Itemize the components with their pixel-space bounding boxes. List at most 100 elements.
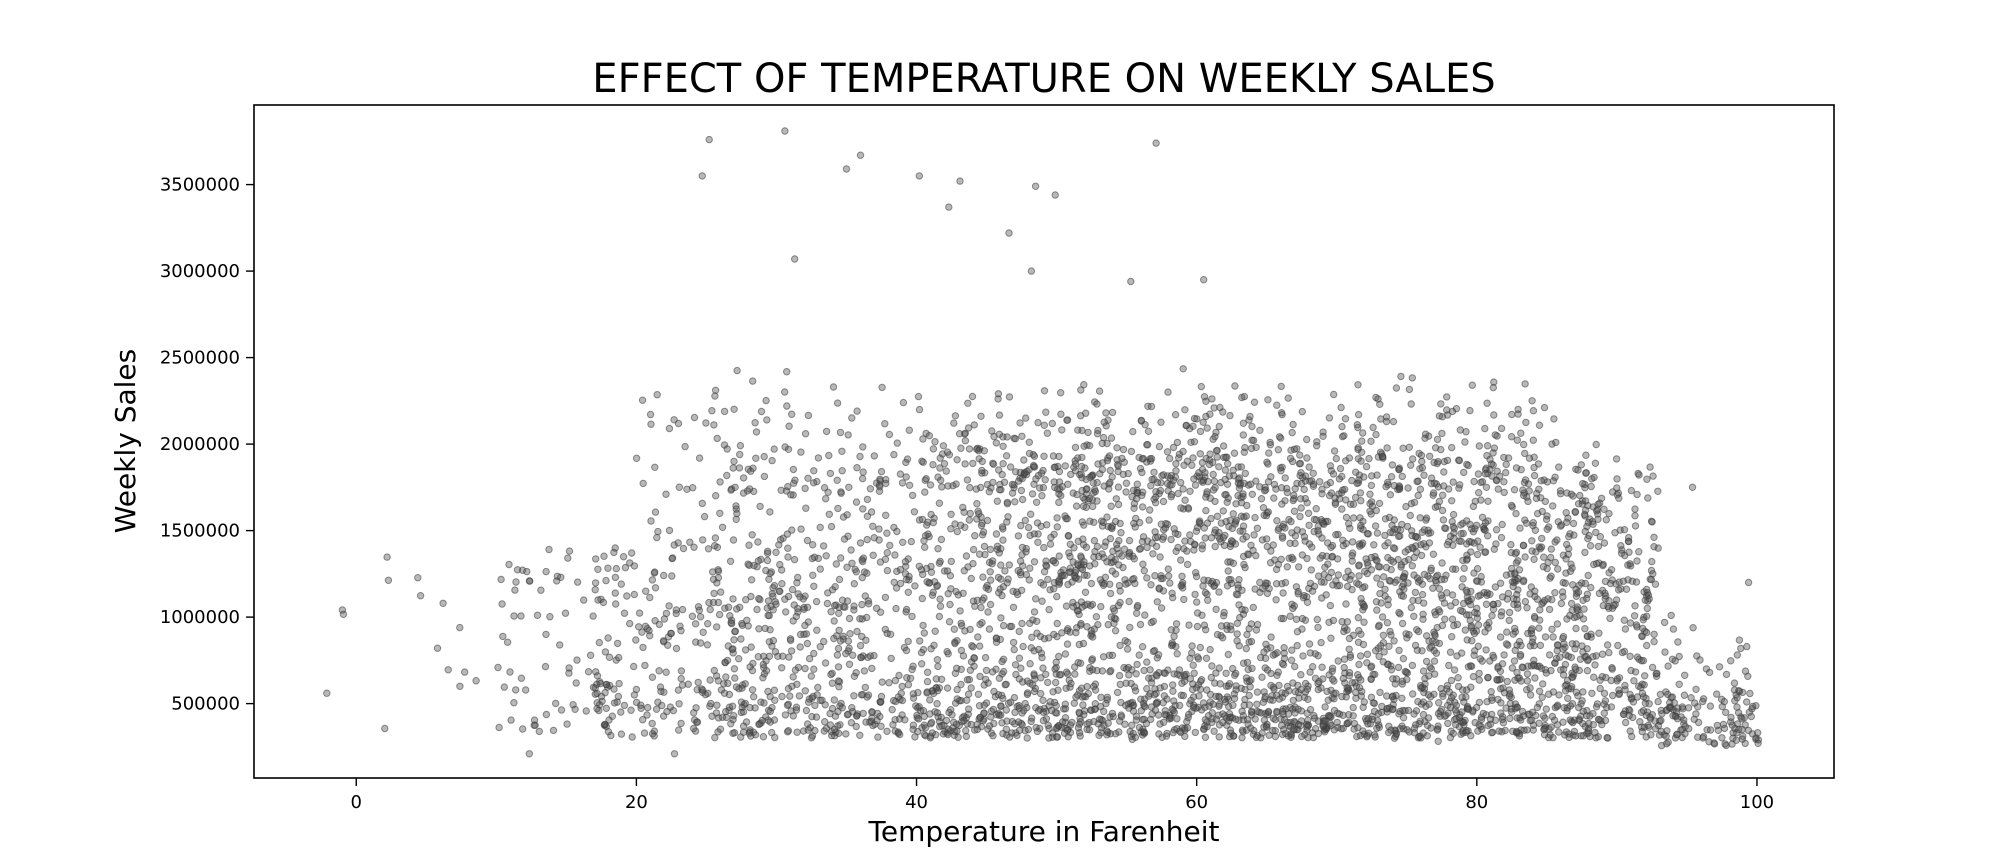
scatter-point [1581, 625, 1589, 633]
scatter-point [513, 566, 522, 574]
scatter-point [1749, 702, 1757, 711]
scatter-point [1395, 608, 1403, 617]
scatter-point [1245, 624, 1253, 633]
scatter-point [1459, 529, 1468, 538]
scatter-point [1474, 470, 1483, 478]
scatter-point [1502, 468, 1510, 477]
scatter-point [1354, 614, 1363, 622]
scatter-point [1215, 422, 1223, 431]
scatter-point [925, 432, 934, 440]
scatter-point [1429, 550, 1438, 558]
scatter-point [768, 703, 776, 712]
scatter-point [1356, 514, 1364, 522]
scatter-point [1020, 456, 1028, 464]
scatter-point [1040, 452, 1048, 460]
scatter-point [834, 504, 842, 513]
scatter-point [1600, 709, 1609, 717]
scatter-point [1039, 664, 1047, 672]
scatter-point [1599, 561, 1607, 570]
scatter-point-outlier [1027, 267, 1036, 275]
scatter-point [1307, 566, 1316, 574]
scatter-point [1743, 698, 1751, 706]
scatter-point [947, 557, 955, 566]
scatter-point [1352, 468, 1360, 476]
scatter-point [860, 667, 869, 675]
scatter-point [1192, 684, 1201, 692]
scatter-point [600, 552, 608, 560]
scatter-point [771, 696, 779, 704]
scatter-point [1578, 642, 1586, 650]
scatter-point [1384, 601, 1392, 609]
scatter-point [1153, 699, 1161, 708]
scatter-point [1486, 465, 1494, 474]
scatter-point [1364, 561, 1372, 569]
scatter-point [803, 720, 812, 728]
scatter-point [1033, 727, 1042, 736]
scatter-point [1189, 454, 1197, 462]
scatter-point [1078, 453, 1086, 462]
scatter-point [1154, 651, 1163, 659]
scatter-point [1602, 516, 1611, 524]
scatter-point [1507, 570, 1515, 578]
scatter-point [541, 662, 550, 671]
scatter-point [1447, 676, 1456, 685]
scatter-point [1461, 716, 1469, 725]
scatter-point [708, 407, 716, 415]
scatter-point [1047, 706, 1056, 715]
scatter-point [632, 698, 641, 707]
scatter-point [1474, 621, 1483, 629]
scatter-point [1077, 718, 1085, 726]
scatter-point [1648, 557, 1656, 566]
scatter-point [1009, 603, 1018, 611]
scatter-point [1253, 688, 1262, 696]
scatter-point [926, 481, 935, 489]
scatter-point [1027, 717, 1035, 726]
scatter-point [1459, 575, 1467, 583]
scatter-point [996, 585, 1004, 593]
scatter-point [1029, 450, 1038, 459]
scatter-point [781, 711, 790, 719]
scatter-point [1630, 677, 1638, 685]
scatter-point [982, 584, 990, 592]
scatter-point [730, 712, 738, 720]
scatter-point [1087, 626, 1095, 635]
scatter-point [1370, 541, 1378, 549]
scatter-point [1132, 716, 1141, 724]
scatter-point [1115, 671, 1124, 680]
scatter-point [1047, 533, 1055, 542]
scatter-point [1168, 705, 1176, 713]
scatter-point [788, 585, 797, 594]
scatter-point [1435, 412, 1444, 420]
scatter-point [883, 727, 891, 735]
scatter-point [1407, 400, 1415, 408]
scatter-point [1107, 523, 1115, 532]
scatter-point [1258, 673, 1266, 681]
scatter-point [709, 575, 718, 584]
scatter-point [990, 687, 998, 696]
scatter-point [668, 554, 676, 563]
scatter-point [1181, 537, 1189, 545]
scatter-point [498, 600, 506, 608]
scatter-point [1615, 686, 1623, 694]
scatter-point [962, 727, 970, 735]
scatter-point [1525, 454, 1534, 462]
scatter-point [722, 713, 731, 722]
scatter-point [763, 556, 772, 565]
scatter-point [735, 655, 743, 663]
scatter-point [742, 596, 750, 604]
x-axis-label: Temperature in Farenheit [868, 815, 1220, 848]
scatter-point [1342, 600, 1350, 608]
scatter-point [1477, 713, 1486, 721]
scatter-point [1190, 669, 1198, 677]
scatter-point [995, 549, 1003, 557]
scatter-point [769, 584, 777, 592]
scatter-point [699, 686, 707, 694]
scatter-point [690, 543, 698, 551]
scatter-point [1074, 659, 1082, 667]
scatter-point [1336, 495, 1344, 503]
scatter-point [1118, 552, 1126, 560]
scatter-point [1270, 494, 1278, 502]
scatter-point [1340, 627, 1348, 636]
scatter-point [1202, 412, 1210, 421]
scatter-point [1450, 529, 1458, 537]
